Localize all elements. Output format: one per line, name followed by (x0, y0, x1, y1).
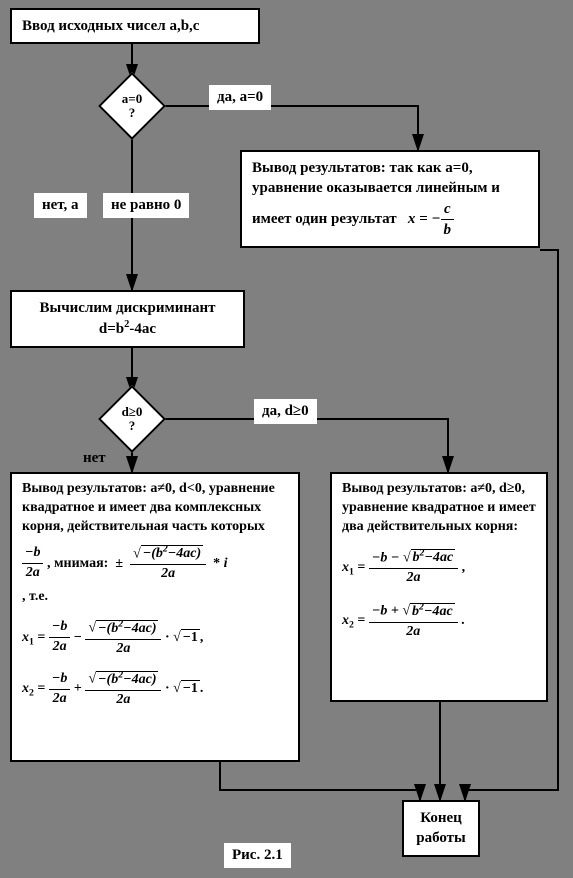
label-net: нет (83, 450, 106, 467)
complex-intro: Вывод результатов: a≠0, d<0, уравнение к… (22, 480, 288, 537)
decision-d0-text: d≥0? (122, 405, 143, 434)
node-discriminant: Вычислим дискриминант d=b2-4ac (10, 290, 245, 348)
label-ne0: не равно 0 (103, 193, 189, 218)
node-input-text: Ввод исходных чисел a,b,c (22, 18, 199, 34)
label-no-a: нет, а (34, 193, 87, 218)
decision-a0-text: a=0? (122, 92, 142, 121)
figure-caption: Рис. 2.1 (224, 843, 291, 868)
complex-x1: x1 = −b2a − √−(b2−4ac)2a · √−1, (22, 617, 288, 658)
node-input: Ввод исходных чисел a,b,c (10, 8, 260, 44)
complex-te: , т.е. (22, 588, 288, 607)
label-yes-a0: да, a=0 (209, 85, 271, 110)
node-real: Вывод результатов: a≠0, d≥0, уравнение к… (330, 472, 548, 702)
complex-real-imag: −b2a , мнимая: ± √−(b2−4ac)2a * i (22, 543, 288, 584)
node-disc-text: Вычислим дискриминант (39, 300, 215, 316)
real-x2: x2 = −b + √b2−4ac2a . (342, 600, 536, 641)
node-linear: Вывод результатов: так как a=0, уравнени… (240, 150, 540, 248)
label-yes-d0: да, d≥0 (254, 399, 317, 424)
real-intro: Вывод результатов: a≠0, d≥0, уравнение к… (342, 480, 536, 537)
node-linear-formula: x = −cb (408, 211, 454, 227)
complex-x2: x2 = −b2a + √−(b2−4ac)2a · √−1. (22, 668, 288, 709)
node-disc-formula: d=b2-4ac (99, 321, 156, 337)
node-complex: Вывод результатов: a≠0, d<0, уравнение к… (10, 472, 300, 762)
real-x1: x1 = −b − √b2−4ac2a , (342, 547, 536, 588)
node-linear-text: Вывод результатов: так как a=0, уравнени… (252, 160, 500, 227)
node-end: Конец работы (402, 800, 480, 857)
node-end-text: Конец работы (416, 810, 466, 846)
